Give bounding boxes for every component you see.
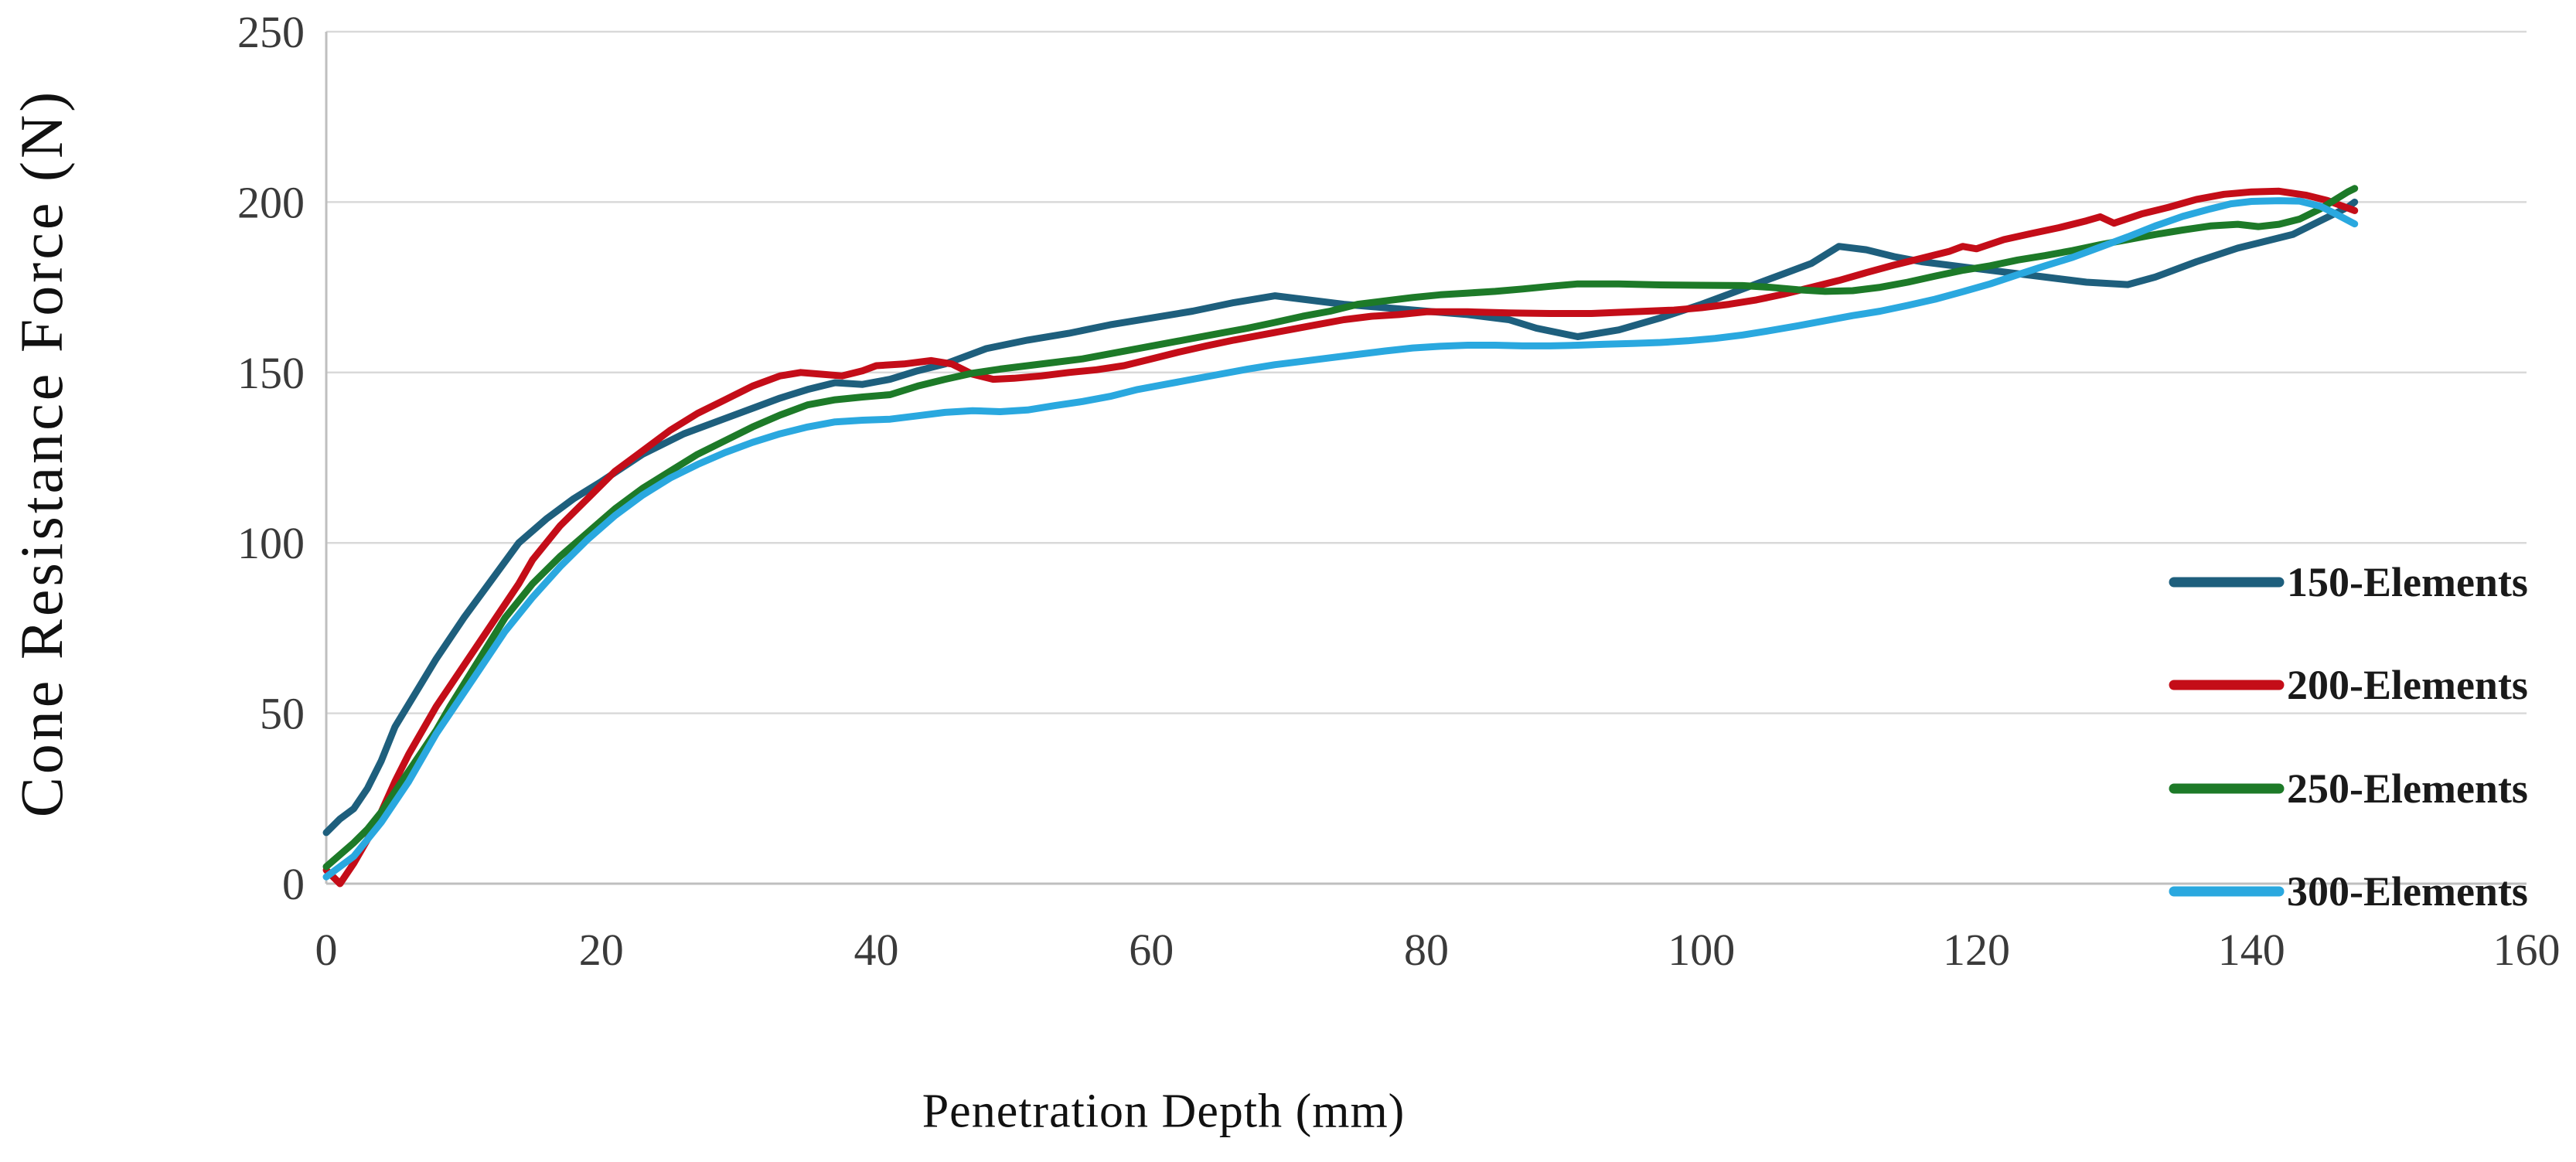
y-tick-label-200: 200 bbox=[237, 177, 305, 227]
y-tick-label-50: 50 bbox=[260, 689, 305, 739]
x-tick-label-20: 20 bbox=[579, 925, 624, 975]
legend-label-250-elements: 250-Elements bbox=[2287, 765, 2528, 812]
legend-label-150-elements: 150-Elements bbox=[2287, 559, 2528, 605]
legend-label-300-elements: 300-Elements bbox=[2287, 868, 2528, 915]
x-tick-label-80: 80 bbox=[1404, 925, 1449, 975]
x-tick-label-60: 60 bbox=[1129, 925, 1174, 975]
y-tick-label-150: 150 bbox=[237, 348, 305, 398]
x-tick-label-120: 120 bbox=[1943, 925, 2010, 975]
x-axis-title: Penetration Depth (mm) bbox=[922, 1085, 1406, 1138]
x-tick-label-160: 160 bbox=[2493, 925, 2561, 975]
series-line-150-elements bbox=[322, 198, 2359, 837]
y-axis-title: Cone Resistance Force (N) bbox=[8, 88, 75, 818]
x-tick-label-0: 0 bbox=[315, 925, 338, 975]
x-tick-label-100: 100 bbox=[1668, 925, 1735, 975]
series-line-250-elements bbox=[322, 185, 2359, 871]
y-tick-label-250: 250 bbox=[237, 7, 305, 57]
series-line-200-elements bbox=[322, 187, 2359, 888]
legend-label-200-elements: 200-Elements bbox=[2287, 662, 2528, 708]
x-tick-label-140: 140 bbox=[2218, 925, 2285, 975]
y-tick-label-100: 100 bbox=[237, 518, 305, 568]
series-line-300-elements bbox=[322, 197, 2359, 881]
x-tick-label-40: 40 bbox=[854, 925, 899, 975]
y-tick-label-0: 0 bbox=[282, 859, 305, 909]
